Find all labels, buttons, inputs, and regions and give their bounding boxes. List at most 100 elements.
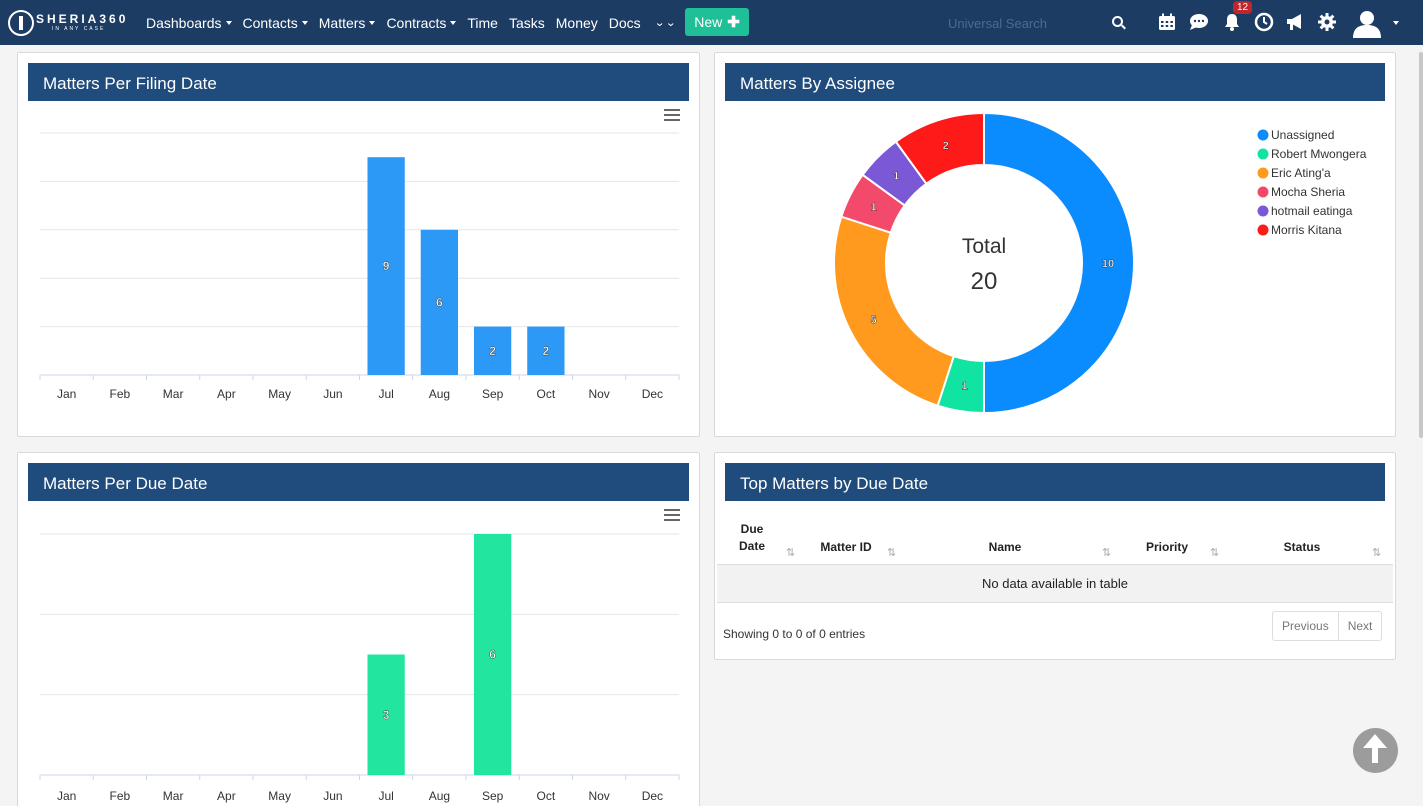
nav-item-docs[interactable]: Docs xyxy=(609,15,641,31)
plus-icon: ✚ xyxy=(727,14,740,31)
x-tick-label: Mar xyxy=(163,387,184,401)
top-navbar: SHERIA360 IN ANY CASE Dashboards Contacts… xyxy=(0,0,1423,45)
sort-icon[interactable]: ⇅ xyxy=(786,547,796,559)
legend-item[interactable]: Robert Mwongera xyxy=(1271,147,1367,161)
data-label: 9 xyxy=(383,259,390,273)
legend-marker xyxy=(1257,205,1269,217)
legend-marker xyxy=(1257,167,1269,179)
nav-item-label: Tasks xyxy=(508,14,545,31)
logo-tagline: IN ANY CASE xyxy=(52,26,106,32)
bar-jul[interactable] xyxy=(367,654,405,776)
double-chevron-down-icon[interactable]: ⌄⌄ xyxy=(653,16,676,29)
new-button-label: New xyxy=(694,14,723,30)
due-date-panel: Matters Per Due Date Jan Feb Mar Apr May Jun J… xyxy=(17,452,700,806)
donut-slice-2[interactable] xyxy=(833,215,955,407)
x-tick-label: Dec xyxy=(642,387,663,401)
bar-sep[interactable] xyxy=(473,326,512,375)
table-header-row: Due Date ⇅ Matter ID ⇅ Name ⇅ Priority ⇅… xyxy=(717,513,1393,565)
megaphone-icon[interactable] xyxy=(1285,12,1305,32)
nav-item-tasks[interactable]: Tasks xyxy=(509,15,545,31)
legend-item[interactable]: hotmail eatinga xyxy=(1271,204,1353,218)
x-tick-label: Oct xyxy=(537,387,556,401)
nav-item-matters[interactable]: Matters xyxy=(319,15,376,31)
x-tick-label: May xyxy=(268,789,291,803)
due-date-panel-title: Matters Per Due Date xyxy=(28,463,689,501)
logo[interactable]: SHERIA360 IN ANY CASE xyxy=(8,8,128,38)
x-tick-label: Jan xyxy=(57,387,76,401)
main-menu: Dashboards Contacts Matters Contracts Time Ta… xyxy=(146,0,676,45)
page-scrollbar[interactable] xyxy=(1419,52,1423,438)
x-tick-label: Jun xyxy=(323,789,342,803)
column-matter-id[interactable]: Matter ID xyxy=(820,540,872,554)
donut-center-label: Total xyxy=(962,235,1006,258)
user-menu-caret-icon[interactable] xyxy=(1393,21,1399,25)
slice-data-label: 1 xyxy=(893,170,899,182)
top-matters-panel-title: Top Matters by Due Date xyxy=(725,463,1385,501)
bell-icon[interactable] xyxy=(1222,12,1242,32)
empty-table-row: No data available in table xyxy=(717,565,1393,603)
bar-aug[interactable] xyxy=(420,229,459,375)
x-tick-label: Jul xyxy=(378,789,393,803)
nav-item-label: Dashboards xyxy=(146,14,222,31)
sort-icon[interactable]: ⇅ xyxy=(1372,547,1382,559)
assignee-panel: Matters By Assignee 10 Unassigned 1 Robert … xyxy=(714,52,1396,437)
column-status[interactable]: Status xyxy=(1283,540,1321,554)
search-icon[interactable] xyxy=(1112,16,1123,27)
legend-item[interactable]: Morris Kitana xyxy=(1271,223,1342,237)
gear-icon[interactable] xyxy=(1317,12,1337,32)
legend-item[interactable]: Unassigned xyxy=(1271,128,1334,142)
next-page-button[interactable]: Next xyxy=(1347,619,1373,633)
nav-item-label: Docs xyxy=(608,14,641,31)
chart-menu-icon[interactable] xyxy=(664,109,680,121)
legend-item[interactable]: Eric Ating'a xyxy=(1271,166,1331,180)
caret-down-icon xyxy=(301,20,308,25)
assignee-panel-title: Matters By Assignee xyxy=(725,63,1385,101)
donut-slice-0[interactable] xyxy=(983,111,1135,415)
sort-icon[interactable]: ⇅ xyxy=(1210,547,1220,559)
donut-slice-5[interactable] xyxy=(894,111,985,186)
universal-search-input[interactable] xyxy=(948,12,1108,34)
nav-item-contracts[interactable]: Contracts xyxy=(386,15,457,31)
x-tick-label: Mar xyxy=(163,789,184,803)
slice-data-label: 1 xyxy=(962,380,968,392)
nav-item-dashboards[interactable]: Dashboards xyxy=(146,15,232,31)
sort-icon[interactable]: ⇅ xyxy=(1102,547,1112,559)
clock-icon[interactable] xyxy=(1254,12,1274,32)
nav-item-label: Contacts xyxy=(242,14,298,31)
data-label: 6 xyxy=(436,295,443,309)
x-tick-label: Nov xyxy=(588,387,609,401)
column-priority[interactable]: Priority xyxy=(1145,540,1188,554)
sort-icon[interactable]: ⇅ xyxy=(887,547,897,559)
slice-data-label: 10 xyxy=(1102,258,1114,270)
x-tick-label: Jul xyxy=(378,387,393,401)
new-button[interactable]: New ✚ xyxy=(685,8,749,36)
slice-data-label: 2 xyxy=(943,140,949,152)
x-tick-label: Feb xyxy=(110,387,131,401)
previous-page-button[interactable]: Previous xyxy=(1273,612,1339,640)
x-tick-label: May xyxy=(268,387,291,401)
legend-marker xyxy=(1257,129,1269,141)
bar-sep[interactable] xyxy=(473,534,512,775)
calendar-icon[interactable] xyxy=(1157,12,1177,32)
x-tick-label: Oct xyxy=(537,789,556,803)
nav-item-label: Time xyxy=(467,14,498,31)
filing-date-chart: Jan Feb Mar Apr May Jun Jul 9 Aug 6 Sep 2 Oct 2 Nov Dec xyxy=(39,132,680,401)
table-info: Showing 0 to 0 of 0 entries xyxy=(723,627,866,641)
caret-down-icon xyxy=(225,20,232,25)
due-date-chart: Jan Feb Mar Apr May Jun Jul 3 Aug Sep 6 Oct Nov Dec xyxy=(39,533,680,803)
column-due-date[interactable]: Due Date xyxy=(737,522,767,553)
nav-item-money[interactable]: Money xyxy=(556,15,598,31)
nav-item-contacts[interactable]: Contacts xyxy=(243,15,308,31)
legend-marker xyxy=(1257,186,1269,198)
nav-item-time[interactable]: Time xyxy=(467,15,498,31)
legend-marker xyxy=(1257,148,1269,160)
legend-item[interactable]: Mocha Sheria xyxy=(1271,185,1345,199)
user-avatar-icon[interactable] xyxy=(1351,8,1383,38)
scroll-to-top-button[interactable] xyxy=(1353,728,1398,773)
legend-marker xyxy=(1257,224,1269,236)
chart-menu-icon[interactable] xyxy=(664,509,680,521)
bar-oct[interactable] xyxy=(527,326,565,375)
chat-icon[interactable] xyxy=(1189,12,1209,32)
column-name[interactable]: Name xyxy=(988,540,1022,554)
bar-jul[interactable] xyxy=(367,157,405,375)
